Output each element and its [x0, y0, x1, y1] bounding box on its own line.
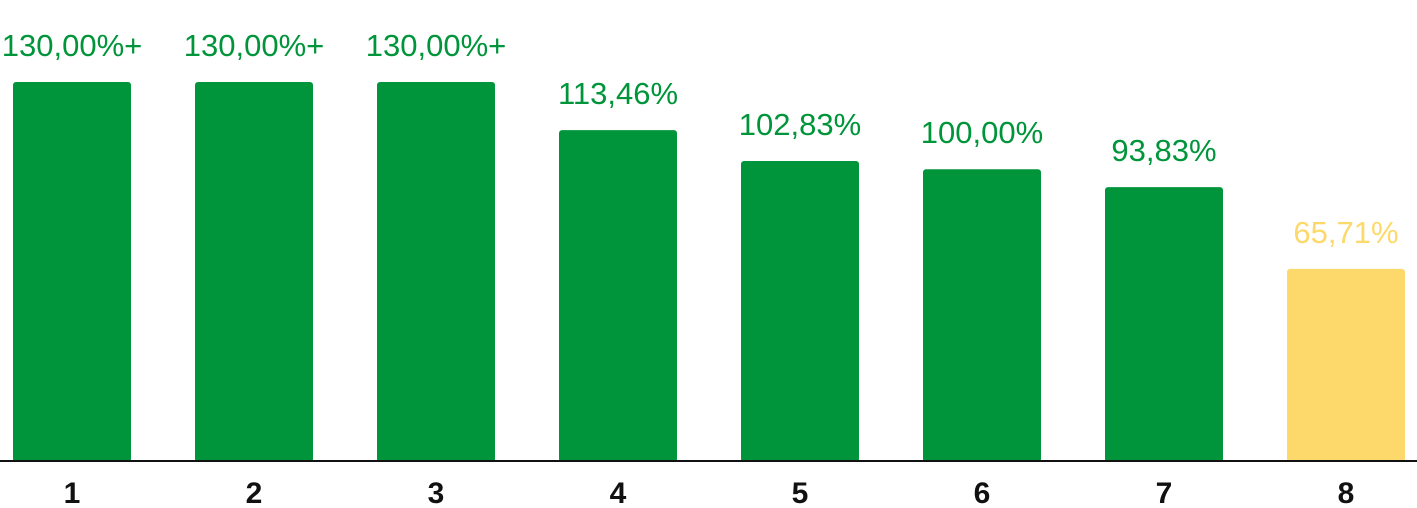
- x-tick-label-6: 6: [974, 477, 991, 508]
- x-tick-label-3: 3: [428, 477, 445, 508]
- bars-group: [13, 82, 1405, 462]
- value-label-6: 100,00%: [921, 115, 1043, 150]
- bar-3: [377, 82, 495, 462]
- bar-6: [923, 169, 1041, 462]
- x-tick-label-8: 8: [1338, 477, 1355, 508]
- bar-8: [1287, 268, 1405, 462]
- value-label-4: 113,46%: [558, 76, 678, 111]
- value-label-3: 130,00%+: [366, 28, 506, 63]
- x-tick-label-5: 5: [792, 477, 809, 508]
- x-tick-label-4: 4: [610, 477, 627, 508]
- value-label-2: 130,00%+: [184, 28, 324, 63]
- bar-7: [1105, 187, 1223, 462]
- bar-2: [195, 82, 313, 462]
- value-label-5: 102,83%: [739, 107, 861, 142]
- bar-4: [559, 130, 677, 462]
- bar-1: [13, 82, 131, 462]
- x-tick-labels-group: 1 2 3 4 5 6 7 8: [64, 477, 1355, 508]
- value-labels-group: 130,00%+ 130,00%+ 130,00%+ 113,46% 102,83% 10…: [2, 28, 1399, 250]
- value-label-7: 93,83%: [1111, 133, 1216, 168]
- value-label-1: 130,00%+: [2, 28, 142, 63]
- x-tick-label-2: 2: [246, 477, 263, 508]
- bar-5: [741, 161, 859, 462]
- value-label-8: 65,71%: [1293, 215, 1398, 250]
- x-tick-label-1: 1: [64, 477, 81, 508]
- x-tick-label-7: 7: [1156, 477, 1173, 508]
